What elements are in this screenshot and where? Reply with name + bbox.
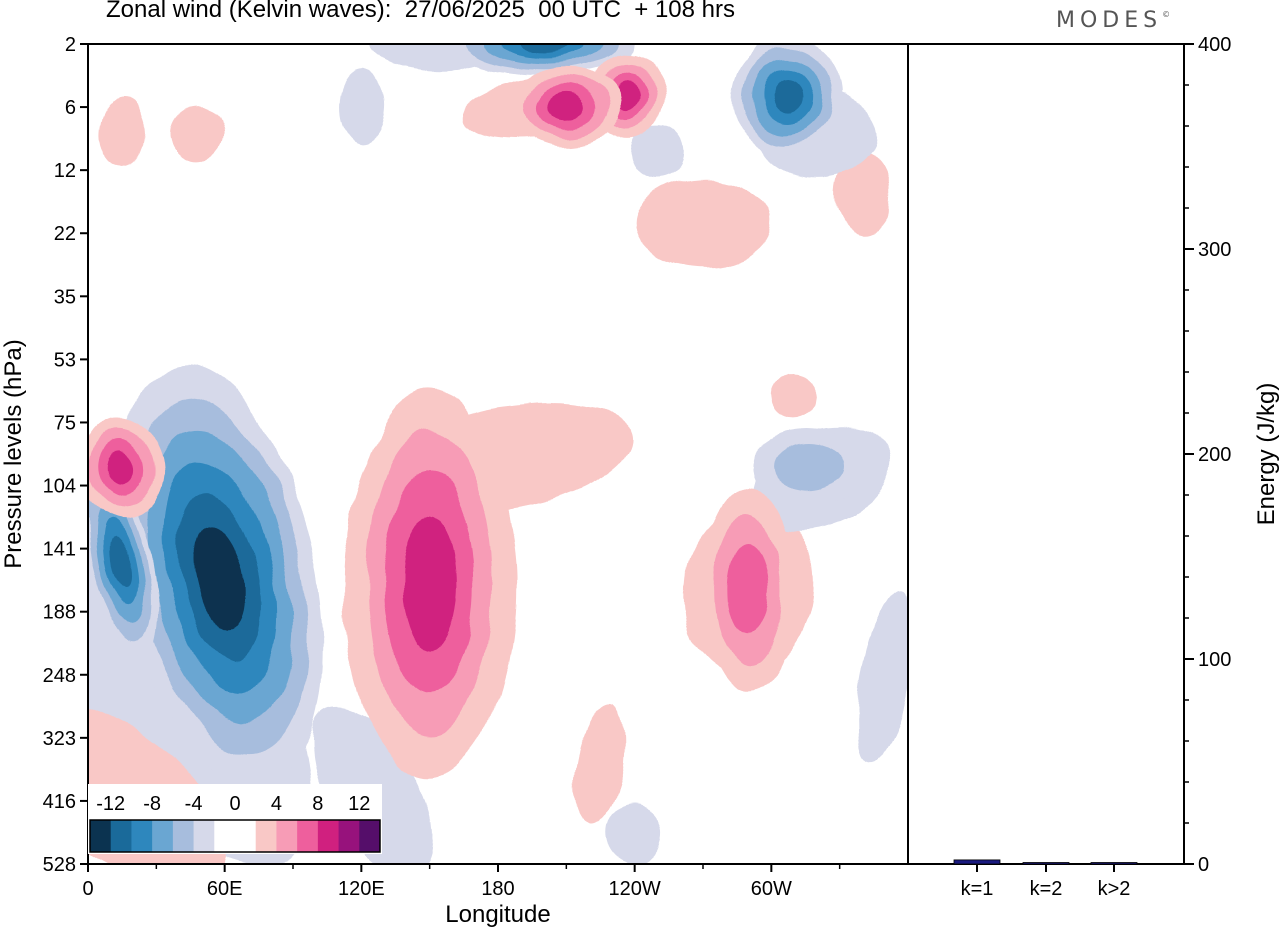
colorbar-swatch — [338, 820, 360, 852]
colorbar-swatch — [193, 820, 215, 852]
wind-envelope — [630, 127, 685, 181]
x-tick-label: 60E — [207, 878, 243, 900]
colorbar-label: 8 — [312, 793, 323, 815]
modes-logo: MODES© — [1056, 8, 1171, 33]
wind-contour — [771, 80, 803, 114]
energy-tick-label: 0 — [1198, 854, 1209, 876]
colorbar-swatch — [90, 820, 112, 852]
wind-contour — [401, 515, 458, 651]
y-tick-label: 416 — [43, 791, 76, 813]
energy-category-label: k=2 — [1030, 878, 1063, 900]
wind-contour — [773, 443, 847, 493]
colorbar-swatch — [235, 820, 257, 852]
y-tick-label: 188 — [43, 602, 76, 624]
colorbar-swatch — [255, 820, 277, 852]
colorbar-swatch — [276, 820, 298, 852]
y-tick-label: 53 — [54, 349, 76, 371]
colorbar-swatch — [359, 820, 381, 852]
x-tick-label: 0 — [82, 878, 93, 900]
x-tick-label: 120E — [338, 878, 385, 900]
energy-tick-label: 400 — [1198, 34, 1231, 56]
colorbar-swatch — [110, 820, 132, 852]
wind-contour — [547, 93, 586, 121]
wind-contour — [728, 543, 769, 636]
energy-tick-label: 300 — [1198, 239, 1231, 261]
colorbar-label: 12 — [348, 793, 370, 815]
colorbar-label: 0 — [229, 793, 240, 815]
wind-envelope — [338, 70, 385, 144]
wind-envelope — [170, 105, 225, 161]
heatmap-field — [88, 44, 908, 864]
colorbar-frame — [89, 819, 381, 853]
energy-category-label: k=1 — [961, 878, 994, 900]
energy-axis-label: Energy (J/kg) — [1253, 383, 1280, 526]
wind-contour — [194, 525, 246, 628]
wind-envelope — [575, 705, 626, 825]
energy-category-label: k>2 — [1098, 878, 1131, 900]
energy-tick-label: 200 — [1198, 444, 1231, 466]
y-axis-label: Pressure levels (hPa) — [0, 339, 27, 568]
energy-tick-label: 100 — [1198, 649, 1231, 671]
colorbar-label: -8 — [143, 793, 161, 815]
y-tick-label: 6 — [65, 97, 76, 119]
colorbar-label: -4 — [185, 793, 203, 815]
wind-envelope — [835, 151, 890, 235]
y-tick-label: 22 — [54, 223, 76, 245]
colorbar-swatch — [131, 820, 153, 852]
wind-envelope — [858, 591, 908, 763]
y-tick-label: 35 — [54, 286, 76, 308]
y-tick-label: 248 — [43, 665, 76, 687]
wind-contour — [109, 534, 131, 590]
wind-envelope — [771, 374, 817, 419]
y-tick-label: 2 — [65, 34, 76, 56]
colorbar-swatch — [317, 820, 340, 852]
wind-contour — [517, 44, 570, 53]
wind-envelope — [634, 178, 772, 268]
energy-frame — [907, 43, 1185, 865]
wind-contour — [615, 81, 641, 112]
y-tick-label: 12 — [54, 160, 76, 182]
y-tick-label: 141 — [43, 539, 76, 561]
colorbar-swatch — [172, 820, 195, 852]
y-tick-label: 323 — [43, 728, 76, 750]
x-tick-label: 120W — [609, 878, 661, 900]
x-tick-label: 180 — [481, 878, 514, 900]
wind-contour — [107, 450, 137, 486]
x-axis-label: Longitude — [445, 901, 550, 928]
colorbar-label: 4 — [271, 793, 282, 815]
y-tick-label: 104 — [43, 476, 76, 498]
chart-title: Zonal wind (Kelvin waves): 27/06/2025 00… — [106, 0, 735, 23]
energy-bar — [1022, 862, 1070, 865]
colorbar-swatch — [297, 820, 319, 852]
colorbar-label: -12 — [96, 793, 125, 815]
colorbar-swatch — [152, 820, 174, 852]
colorbar-swatch — [214, 820, 236, 852]
y-tick-label: 528 — [43, 854, 76, 876]
energy-bar — [953, 859, 1001, 865]
x-tick-label: 60W — [751, 878, 792, 900]
y-tick-label: 75 — [54, 412, 76, 434]
energy-bar — [1090, 862, 1138, 865]
wind-envelope — [99, 97, 145, 169]
wind-envelope — [607, 803, 663, 864]
